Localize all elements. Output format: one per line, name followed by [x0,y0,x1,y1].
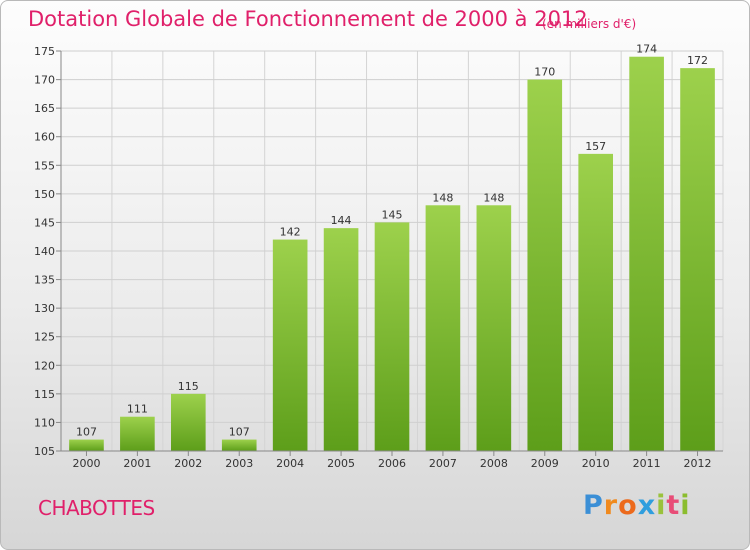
bar-value-label: 145 [382,208,403,221]
bar-2001 [120,416,155,451]
y-tick-label: 165 [34,102,55,115]
x-tick-label: 2005 [327,457,355,470]
x-tick-label: 2004 [276,457,304,470]
bar-value-label: 148 [432,191,453,204]
y-tick-label: 175 [34,45,55,58]
logo-letter-r: r [603,490,619,521]
y-tick-label: 105 [34,445,55,458]
city-name: CHABOTTES [38,496,155,520]
y-tick-label: 170 [34,74,55,87]
y-tick-label: 145 [34,216,55,229]
chart-subtitle: (en milliers d'€) [542,17,637,31]
logo-letter-i: i [656,490,667,521]
logo-letter-x: x [637,490,657,521]
bar-value-label: 170 [534,66,555,79]
bar-value-label: 142 [280,226,301,239]
x-tick-label: 2010 [582,457,610,470]
bar-value-label: 115 [178,380,199,393]
x-tick-label: 2008 [480,457,508,470]
bar-value-label: 172 [687,54,708,67]
bar-2010 [578,153,614,451]
bar-value-label: 107 [229,426,250,439]
bar-2011 [629,56,664,451]
bar-2012 [680,68,715,452]
y-tick-label: 130 [34,302,55,315]
y-tick-label: 135 [34,274,55,287]
y-tick-label: 140 [34,245,55,258]
bar-2004 [272,239,308,451]
bar-2000 [69,439,104,451]
bar-value-label: 157 [585,140,606,153]
proxiti-logo[interactable]: Proxiti [583,490,691,521]
bar-2006 [374,222,410,451]
bar-value-label: 111 [127,403,148,416]
y-tick-label: 150 [34,188,55,201]
x-tick-label: 2009 [531,457,559,470]
x-tick-label: 2002 [174,457,202,470]
logo-letter-p: P [583,490,604,521]
x-tick-label: 2006 [378,457,406,470]
bar-value-label: 148 [483,191,504,204]
bar-2008 [476,205,512,451]
bar-2005 [323,228,359,451]
bar-layer: 107 111 115 107 142 144 145 148 148 170 157 174 172 [69,43,715,452]
chart-title: Dotation Globale de Fonctionnement de 20… [28,7,588,31]
bar-2003 [221,439,257,451]
axis-layer: 105 110 115 120 125 130 135 140 145 150 155 160 165 1… [34,45,723,470]
logo-letter-o: o [618,490,638,521]
bar-value-label: 107 [76,426,97,439]
bar-2002 [170,393,206,451]
logo-letter-t: t [666,490,681,521]
x-tick-label: 2003 [225,457,253,470]
x-tick-label: 2011 [633,457,661,470]
x-tick-label: 2001 [123,457,151,470]
y-tick-label: 110 [34,416,55,429]
y-tick-label: 115 [34,388,55,401]
y-tick-label: 160 [34,131,55,144]
bar-2007 [425,205,461,451]
x-tick-label: 2007 [429,457,457,470]
x-tick-label: 2012 [684,457,712,470]
y-tick-label: 120 [34,359,55,372]
bar-value-label: 144 [331,214,352,227]
bar-2009 [527,79,563,452]
bar-value-label: 174 [636,43,657,56]
y-tick-label: 155 [34,159,55,172]
y-tick-label: 125 [34,331,55,344]
x-tick-label: 2000 [72,457,100,470]
logo-letter-i2: i [680,490,691,521]
